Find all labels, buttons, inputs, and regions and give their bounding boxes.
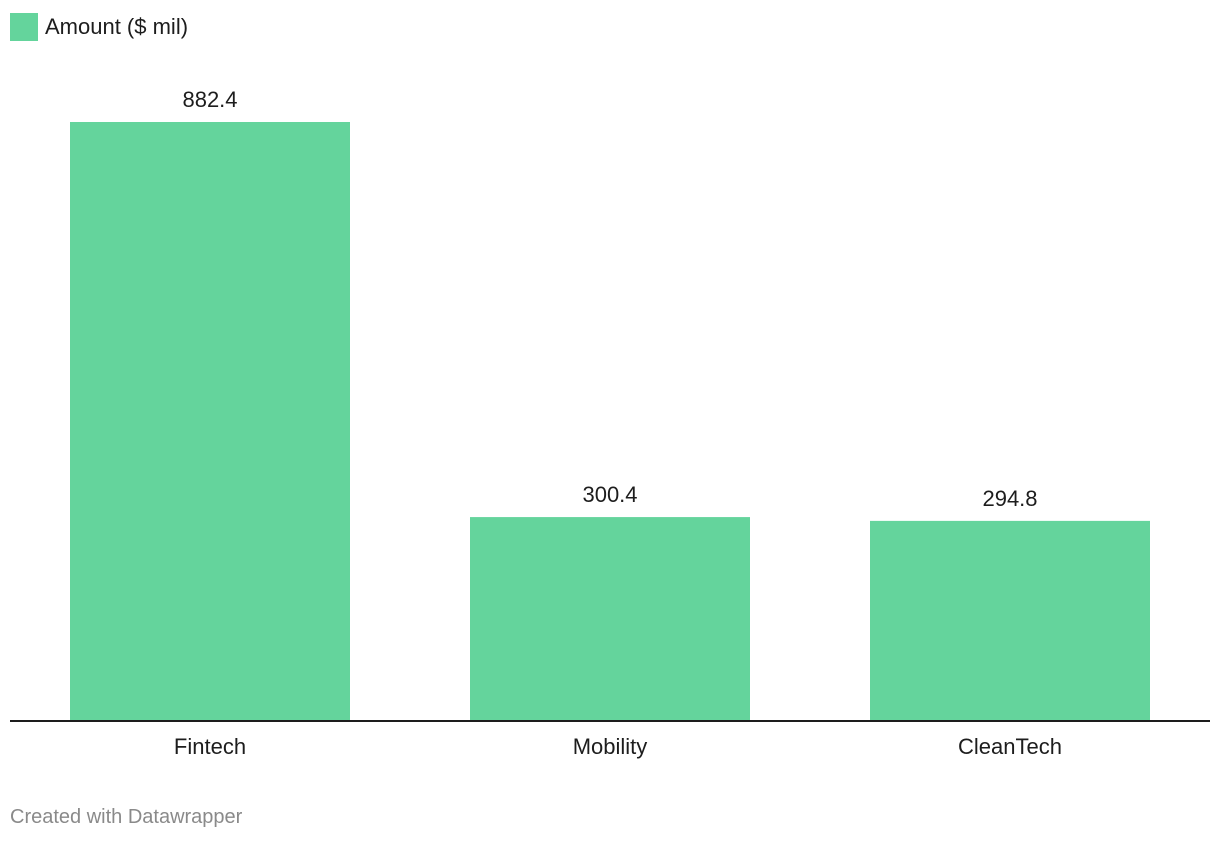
chart-legend: Amount ($ mil) bbox=[10, 12, 188, 42]
legend-swatch bbox=[10, 13, 38, 41]
legend-label: Amount ($ mil) bbox=[45, 14, 189, 39]
bar-fintech[interactable] bbox=[70, 122, 350, 721]
bar-chart: 882.4 Fintech 300.4 Mobility 294.8 CleanTech bbox=[10, 87, 1210, 759]
bar-mobility[interactable] bbox=[470, 517, 750, 721]
value-label-fintech: 882.4 bbox=[182, 87, 237, 112]
category-label-mobility: Mobility bbox=[573, 734, 648, 759]
category-label-fintech: Fintech bbox=[174, 734, 246, 759]
bars-layer: 882.4 Fintech 300.4 Mobility 294.8 CleanTech bbox=[70, 87, 1150, 759]
value-label-cleantech: 294.8 bbox=[982, 486, 1037, 511]
bar-cleantech[interactable] bbox=[870, 520, 1150, 721]
category-label-cleantech: CleanTech bbox=[958, 734, 1062, 759]
value-label-mobility: 300.4 bbox=[582, 482, 637, 507]
chart-credit[interactable]: Created with Datawrapper bbox=[10, 806, 243, 828]
